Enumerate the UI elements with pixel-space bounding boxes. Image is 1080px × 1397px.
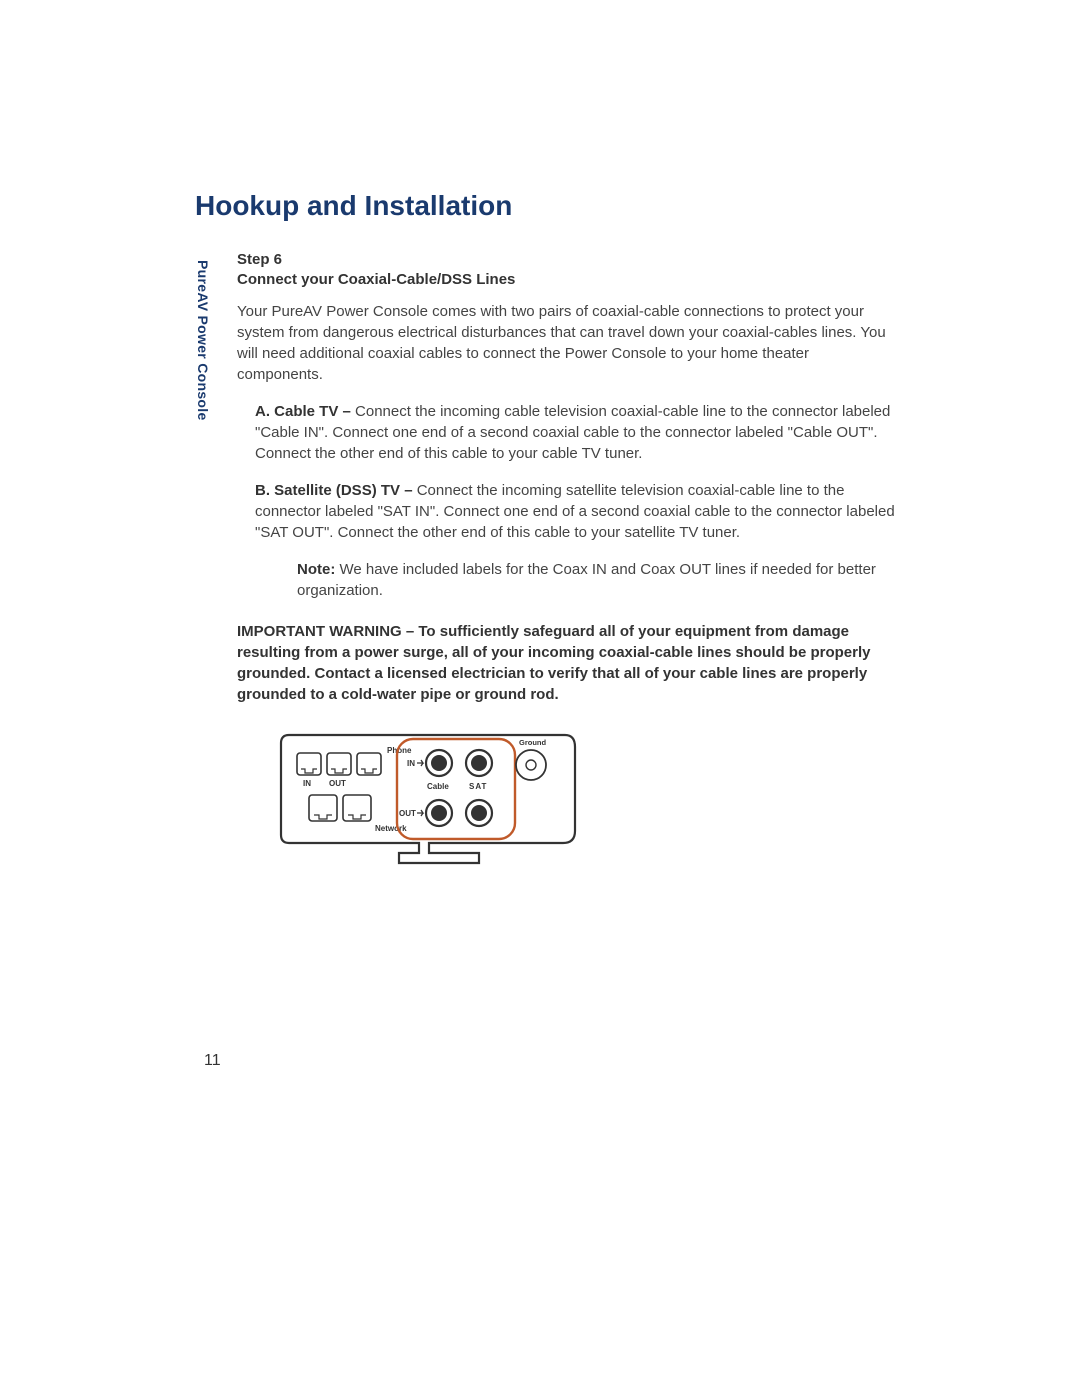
intro-paragraph: Your PureAV Power Console comes with two… bbox=[237, 301, 895, 385]
item-a-lead: A. Cable TV – bbox=[255, 403, 355, 420]
connector-diagram: Phone IN OUT Network bbox=[279, 731, 895, 886]
ground-terminal bbox=[516, 750, 546, 780]
phone-jacks-top bbox=[297, 753, 381, 775]
label-sat: SAT bbox=[469, 782, 487, 791]
label-phone-out: OUT bbox=[329, 779, 346, 788]
label-phone-in: IN bbox=[303, 779, 311, 788]
network-jacks bbox=[309, 795, 371, 821]
note-paragraph: Note: We have included labels for the Co… bbox=[279, 559, 895, 601]
step-title: Connect your Coaxial-Cable/DSS Lines bbox=[237, 271, 515, 288]
label-ground: Ground bbox=[519, 738, 546, 747]
label-in-arrow: IN bbox=[407, 759, 415, 768]
label-cable: Cable bbox=[427, 782, 449, 791]
step-heading: Step 6 Connect your Coaxial-Cable/DSS Li… bbox=[237, 250, 895, 291]
list-item-b: B. Satellite (DSS) TV – Connect the inco… bbox=[237, 480, 895, 543]
page-content: Hookup and Installation Step 6 Connect y… bbox=[195, 190, 895, 886]
label-out-arrow: OUT bbox=[399, 809, 416, 818]
step-number: Step 6 bbox=[237, 251, 282, 268]
note-body: We have included labels for the Coax IN … bbox=[297, 561, 876, 599]
page-title: Hookup and Installation bbox=[195, 190, 895, 222]
note-lead: Note: bbox=[297, 561, 340, 578]
item-b-lead: B. Satellite (DSS) TV – bbox=[255, 482, 417, 499]
list-item-a: A. Cable TV – Connect the incoming cable… bbox=[237, 401, 895, 464]
highlight-box bbox=[397, 739, 515, 839]
page-number: 11 bbox=[204, 1052, 221, 1070]
warning-paragraph: IMPORTANT WARNING – To sufficiently safe… bbox=[237, 621, 895, 705]
diagram-svg: Phone IN OUT Network bbox=[279, 731, 579, 881]
label-network: Network bbox=[375, 824, 407, 833]
body-content: Step 6 Connect your Coaxial-Cable/DSS Li… bbox=[237, 250, 895, 886]
